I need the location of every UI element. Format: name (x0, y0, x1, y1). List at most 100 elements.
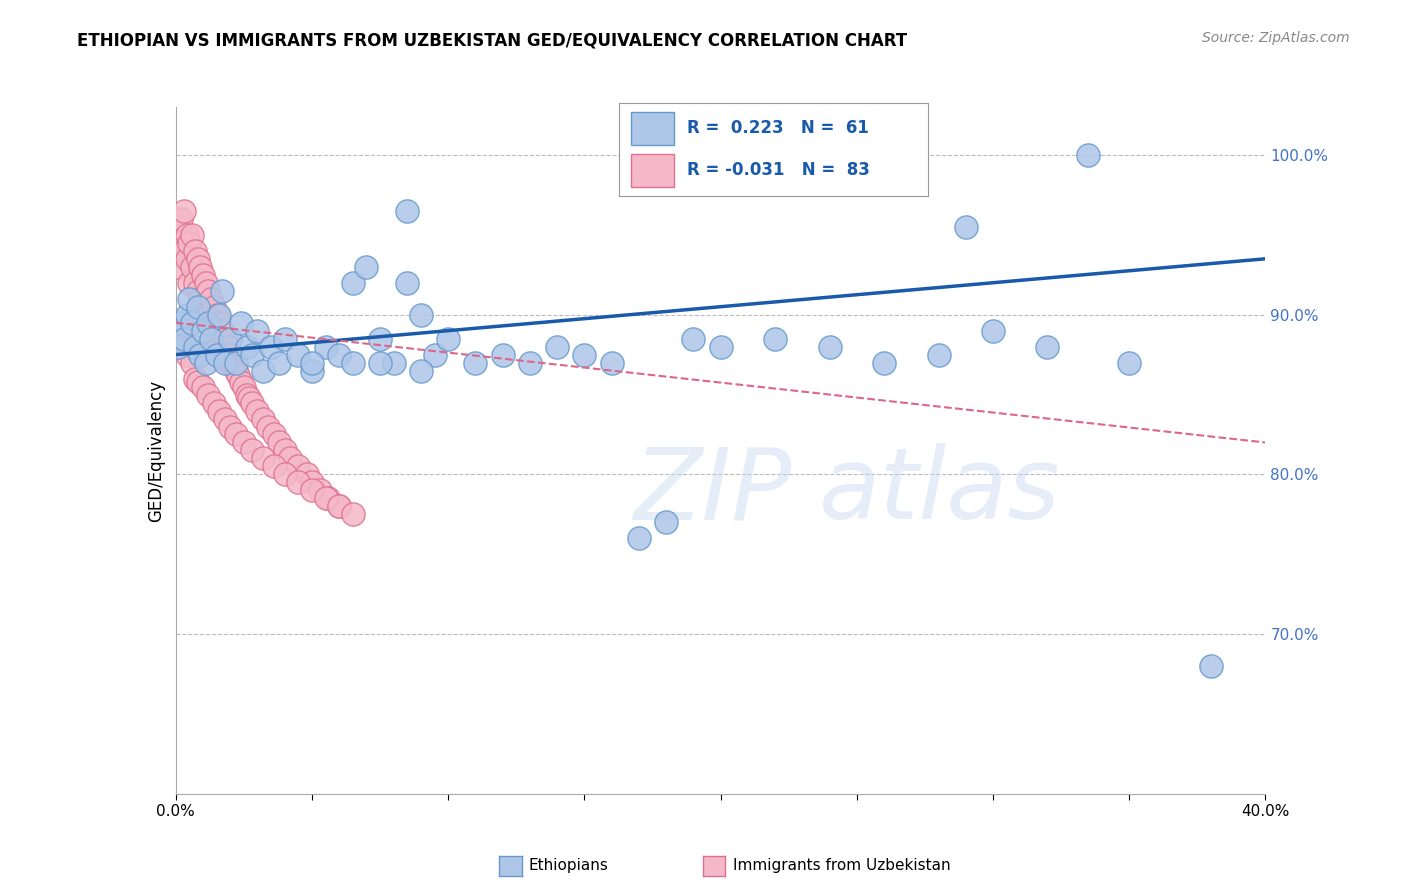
Point (396, 276, 419, 290)
Point (232, 435, 254, 450)
Point (342, 356, 364, 370)
Point (181, 316, 204, 330)
Point (222, 359, 245, 373)
Point (260, 340, 283, 354)
Point (818, 340, 841, 354)
Point (211, 324, 233, 338)
Point (232, 379, 254, 393)
Point (763, 332, 786, 346)
Point (228, 368, 250, 383)
Point (600, 356, 623, 370)
Point (191, 379, 214, 393)
Point (225, 356, 247, 370)
Point (219, 348, 242, 362)
Point (269, 356, 291, 370)
Point (278, 451, 301, 466)
Point (955, 219, 977, 234)
Point (194, 300, 217, 314)
Point (315, 340, 337, 354)
Point (287, 459, 309, 474)
Point (173, 324, 195, 338)
Point (211, 343, 233, 357)
Text: R =  0.223   N =  61: R = 0.223 N = 61 (686, 120, 869, 137)
Point (188, 292, 211, 306)
Point (181, 260, 204, 274)
Point (328, 348, 350, 362)
Point (423, 348, 446, 362)
Point (274, 332, 297, 346)
Point (627, 531, 650, 545)
Text: ETHIOPIAN VS IMMIGRANTS FROM UZBEKISTAN GED/EQUIVALENCY CORRELATION CHART: ETHIOPIAN VS IMMIGRANTS FROM UZBEKISTAN … (77, 31, 907, 49)
Point (409, 308, 432, 322)
Point (287, 475, 309, 490)
Point (464, 356, 486, 370)
Point (1036, 340, 1059, 354)
Point (186, 252, 209, 266)
Point (179, 292, 201, 306)
Point (231, 316, 253, 330)
Point (301, 483, 323, 498)
Point (682, 332, 704, 346)
Point (519, 356, 541, 370)
Point (188, 260, 211, 274)
Point (173, 244, 195, 258)
Point (170, 211, 193, 226)
Point (167, 219, 190, 234)
Point (318, 491, 340, 506)
Point (328, 500, 350, 514)
Point (197, 308, 219, 322)
Point (184, 244, 207, 258)
Point (546, 340, 568, 354)
Point (238, 391, 260, 405)
Text: ZIP: ZIP (633, 443, 792, 541)
Point (170, 235, 193, 250)
Point (252, 363, 274, 377)
Point (184, 340, 207, 354)
Point (219, 419, 242, 434)
Point (356, 260, 378, 274)
Point (301, 356, 323, 370)
Point (214, 352, 236, 367)
Point (211, 284, 233, 298)
Point (200, 332, 222, 346)
Point (219, 332, 242, 346)
Point (301, 475, 323, 490)
Text: R = -0.031   N =  83: R = -0.031 N = 83 (686, 161, 869, 179)
Point (240, 395, 263, 409)
Point (181, 227, 204, 242)
Point (315, 491, 337, 506)
Point (263, 459, 285, 474)
Point (191, 300, 214, 314)
Point (225, 427, 247, 442)
Point (179, 340, 201, 354)
Point (181, 356, 204, 370)
Point (197, 284, 219, 298)
Point (217, 340, 239, 354)
Point (342, 276, 364, 290)
Point (274, 467, 297, 482)
Point (214, 332, 236, 346)
Point (263, 427, 285, 442)
Point (710, 340, 733, 354)
Point (191, 268, 214, 282)
Point (186, 375, 209, 389)
Point (173, 203, 195, 218)
Text: Ethiopians: Ethiopians (529, 858, 609, 872)
Point (873, 356, 896, 370)
Point (655, 516, 678, 530)
Point (257, 419, 280, 434)
Point (214, 356, 236, 370)
Text: Source: ZipAtlas.com: Source: ZipAtlas.com (1202, 31, 1350, 45)
Point (208, 316, 231, 330)
Y-axis label: GED/Equivalency: GED/Equivalency (146, 379, 165, 522)
Point (328, 500, 350, 514)
FancyBboxPatch shape (631, 154, 675, 187)
FancyBboxPatch shape (631, 112, 675, 145)
Point (167, 340, 190, 354)
Point (368, 356, 391, 370)
Text: atlas: atlas (818, 443, 1060, 541)
Point (167, 260, 190, 274)
Point (170, 316, 193, 330)
Point (202, 395, 225, 409)
Point (235, 387, 257, 401)
